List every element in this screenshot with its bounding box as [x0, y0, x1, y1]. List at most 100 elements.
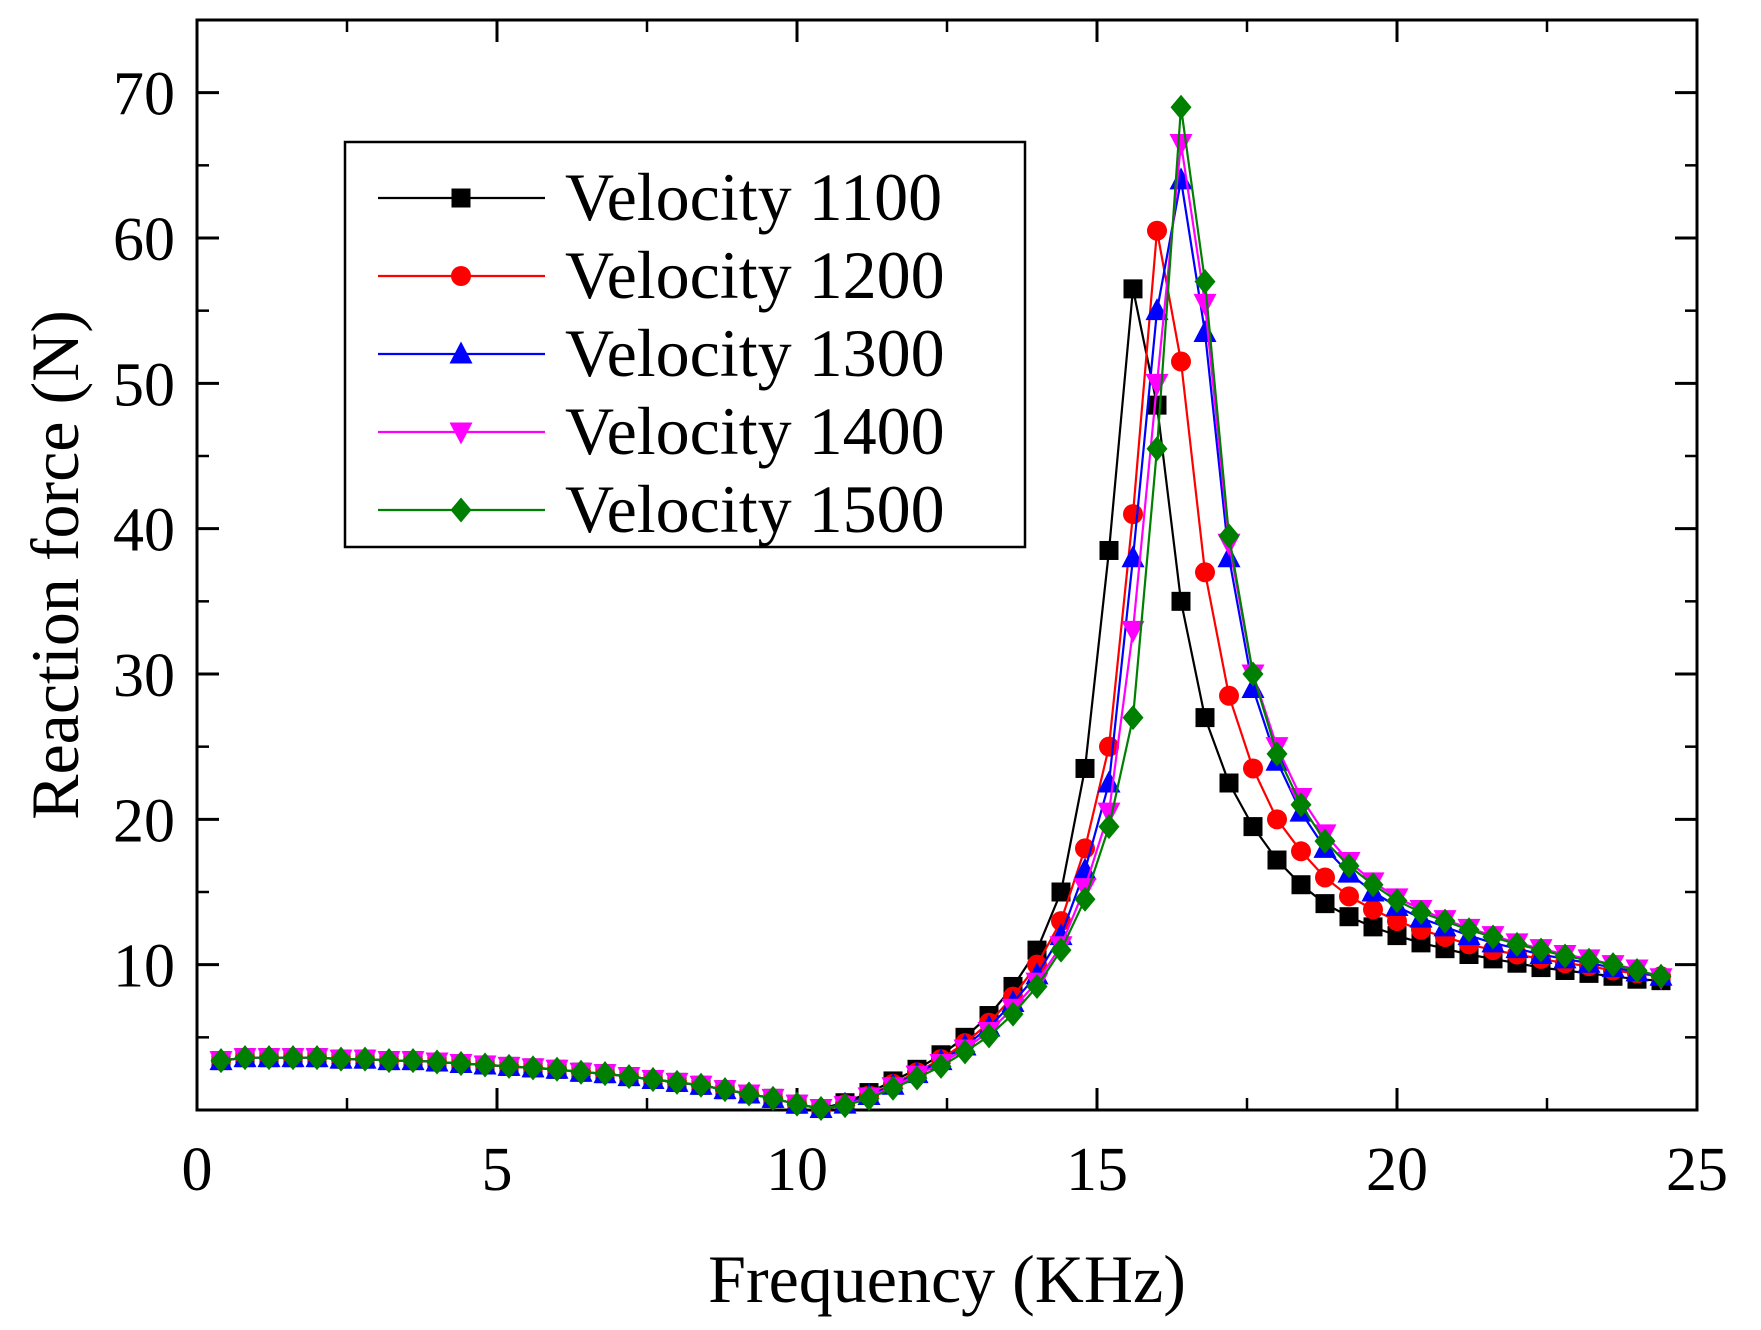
legend-label: Velocity 1200 [565, 237, 945, 313]
data-point [834, 1093, 856, 1119]
data-point [1434, 908, 1456, 934]
data-point [1193, 293, 1217, 316]
data-point [1074, 886, 1096, 912]
data-point [1242, 661, 1264, 687]
legend-label: Velocity 1100 [565, 159, 942, 235]
data-point [1554, 943, 1576, 969]
data-point [666, 1069, 688, 1095]
data-point [618, 1064, 640, 1090]
data-point [594, 1061, 616, 1087]
data-point [450, 1050, 472, 1076]
data-point [1458, 917, 1480, 943]
data-point [906, 1065, 928, 1091]
x-tick-label: 10 [766, 1136, 828, 1204]
data-point [378, 1048, 400, 1074]
legend-label: Velocity 1500 [565, 471, 945, 547]
data-point [330, 1046, 352, 1072]
data-point [930, 1053, 952, 1079]
data-point [1146, 436, 1168, 462]
legend-marker [450, 497, 472, 523]
data-point [810, 1096, 832, 1122]
data-point [1506, 931, 1528, 957]
data-point [642, 1066, 664, 1092]
data-point [258, 1045, 280, 1071]
data-point [954, 1039, 976, 1065]
legend-marker [449, 422, 473, 445]
data-point [1147, 220, 1167, 241]
data-point [1170, 94, 1192, 120]
legend-label: Velocity 1300 [565, 315, 945, 391]
data-point [858, 1085, 880, 1111]
data-point [1314, 828, 1336, 854]
y-axis-label: Reaction force (N) [17, 310, 93, 820]
data-point [1243, 817, 1263, 837]
data-point [1147, 395, 1167, 415]
data-point [1315, 867, 1335, 888]
data-point [1219, 773, 1239, 793]
x-tick-label: 5 [482, 1136, 513, 1204]
data-point [522, 1055, 544, 1081]
data-point [546, 1056, 568, 1082]
legend-label: Velocity 1400 [565, 393, 945, 469]
x-axis-label: Frequency (KHz) [708, 1241, 1186, 1317]
y-tick-label: 20 [113, 787, 175, 855]
series-5 [210, 94, 1672, 1122]
data-point [762, 1085, 784, 1111]
data-point [1291, 841, 1311, 862]
data-point [1051, 911, 1071, 932]
data-point [1315, 894, 1335, 914]
data-point [1145, 298, 1169, 321]
data-point [1098, 814, 1120, 840]
axis-ticks [195, 20, 1699, 1110]
data-point [474, 1052, 496, 1078]
data-point [1290, 792, 1312, 818]
data-point [786, 1091, 808, 1117]
data-point [1650, 963, 1672, 989]
data-point [1193, 319, 1217, 342]
data-point [1243, 758, 1263, 779]
data-point [1530, 937, 1552, 963]
data-point [1026, 973, 1048, 999]
data-point [1219, 685, 1239, 706]
y-tick-label: 50 [113, 351, 175, 419]
data-point [1051, 882, 1071, 902]
data-point [738, 1081, 760, 1107]
data-point [354, 1046, 376, 1072]
data-point [1097, 770, 1121, 793]
x-tick-label: 20 [1366, 1136, 1428, 1204]
data-point [1626, 957, 1648, 983]
data-point [1122, 705, 1144, 731]
data-point [714, 1077, 736, 1103]
data-point [1266, 741, 1288, 767]
data-point [1123, 279, 1143, 299]
y-tick-label: 40 [113, 497, 175, 565]
data-point [978, 1023, 1000, 1049]
data-point [1339, 886, 1359, 907]
legend-marker [451, 266, 471, 286]
legend-box [343, 140, 1027, 549]
data-point [1578, 947, 1600, 973]
data-point [1218, 523, 1240, 549]
data-point [1099, 540, 1119, 560]
data-point [306, 1045, 328, 1071]
x-tick-label: 0 [182, 1136, 213, 1204]
data-point [1363, 917, 1383, 937]
tick-labels: 0 5 10 15 20 25 10 20 30 40 50 60 70 [113, 61, 1728, 1204]
data-point [1482, 924, 1504, 950]
data-point [1363, 899, 1383, 920]
y-tick-label: 60 [113, 206, 175, 274]
data-point [1002, 1001, 1024, 1027]
data-point [1171, 591, 1191, 611]
data-point [1075, 758, 1095, 778]
data-point [1387, 911, 1407, 932]
y-tick-label: 10 [113, 933, 175, 1001]
data-point [1291, 875, 1311, 895]
data-point [1194, 269, 1216, 295]
data-point [426, 1049, 448, 1075]
data-point [1217, 545, 1241, 568]
data-point [1123, 504, 1143, 525]
data-point [1267, 850, 1287, 870]
data-point [1386, 888, 1408, 914]
